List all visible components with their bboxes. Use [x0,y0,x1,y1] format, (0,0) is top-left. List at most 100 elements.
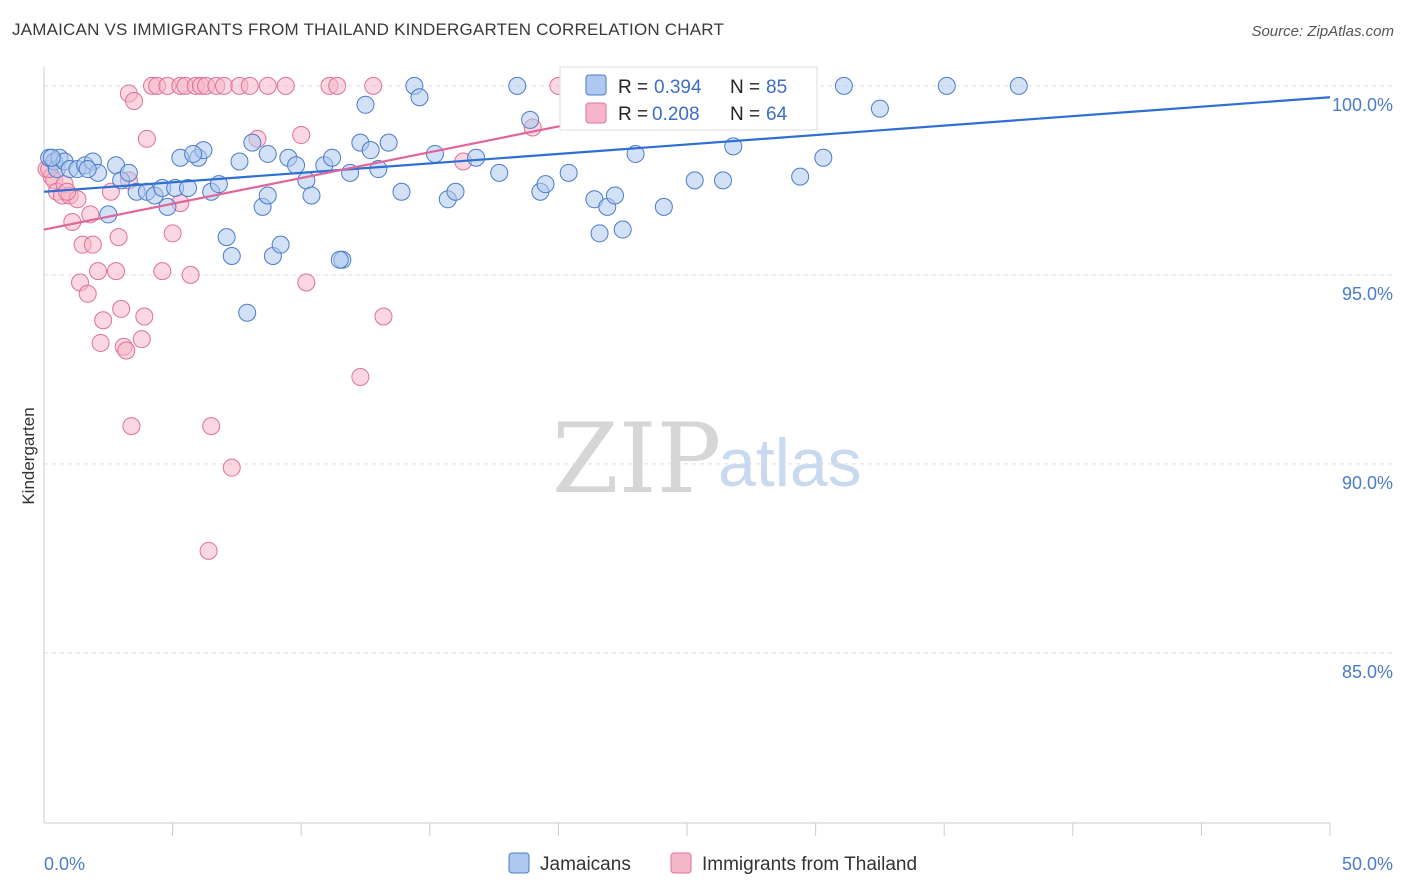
legend-n-value-blue: 85 [766,77,787,98]
data-point-jamaicans [446,182,465,201]
data-point-jamaicans [356,95,375,114]
data-point-jamaicans [834,76,853,95]
watermark-zip: ZIP [552,403,721,515]
data-point-jamaicans [392,182,411,201]
data-point-jamaicans [78,160,97,179]
legend-n-value-pink: 64 [766,104,788,125]
data-point-thailand [125,92,144,111]
data-point-thailand [135,307,154,326]
trend-lines [43,96,1331,231]
legend-n-label-pink: N = [730,104,760,125]
data-point-thailand [328,76,347,95]
data-point-jamaicans [1009,76,1028,95]
data-point-thailand [199,541,218,560]
data-point-thailand [276,76,295,95]
data-point-thailand [181,265,200,284]
trend-line-thailand [43,115,611,231]
data-point-jamaicans [410,88,429,107]
data-point-thailand [109,228,128,247]
data-point-jamaicans [217,228,236,247]
bottom-legend-swatch-jamaicans [508,852,530,874]
bottom-legend-swatch-thailand [670,852,692,874]
data-point-thailand [112,299,131,318]
data-point-thailand [222,458,241,477]
y-tick-label: 90.0% [1342,473,1393,493]
data-point-jamaicans [654,197,673,216]
data-point-jamaicans [467,148,486,167]
grid-lines [44,85,1393,654]
data-point-jamaicans [714,171,733,190]
chart-source: Source: ZipAtlas.com [1251,23,1394,40]
data-point-jamaicans [379,133,398,152]
y-tick-labels: 100.0% 95.0% 90.0% 85.0% [1332,95,1393,682]
data-point-thailand [258,76,277,95]
data-point-thailand [107,262,126,281]
data-point-jamaicans [302,186,321,205]
bottom-legend-label-jamaicans: Jamaicans [540,854,631,875]
data-point-thailand [215,76,234,95]
data-point-jamaicans [685,171,704,190]
data-point-thailand [202,417,221,436]
legend-r-value-blue: 0.394 [654,77,702,98]
legend-r-label-blue: R = [618,77,648,98]
data-point-thailand [91,333,110,352]
data-point-jamaicans [323,148,342,167]
data-point-jamaicans [271,235,290,254]
data-point-thailand [297,273,316,292]
x-tick-label-min: 0.0% [44,854,85,874]
y-tick-label: 100.0% [1332,95,1393,115]
data-point-jamaicans [626,144,645,163]
data-point-thailand [83,235,102,254]
data-point-thailand [153,262,172,281]
data-point-thailand [163,224,182,243]
data-point-jamaicans [243,133,262,152]
data-point-jamaicans [179,178,198,197]
data-point-thailand [351,367,370,386]
data-point-thailand [292,126,311,145]
data-point-jamaicans [369,160,388,179]
data-point-jamaicans [937,76,956,95]
data-point-jamaicans [814,148,833,167]
data-point-jamaicans [361,141,380,160]
data-point-jamaicans [613,220,632,239]
data-point-thailand [94,311,113,330]
legend-n-label-blue: N = [730,77,760,98]
data-point-thailand [117,341,136,360]
bottom-legend-label-thailand: Immigrants from Thailand [702,854,917,875]
series-legend: Jamaicans Immigrants from Thailand [508,852,917,875]
data-point-thailand [78,284,97,303]
data-point-jamaicans [297,171,316,190]
data-point-thailand [132,330,151,349]
data-point-thailand [89,262,108,281]
data-point-jamaicans [330,250,349,269]
data-point-thailand [374,307,393,326]
data-point-jamaicans [287,156,306,175]
data-point-jamaicans [791,167,810,186]
data-point-jamaicans [258,144,277,163]
data-point-jamaicans [508,76,527,95]
data-point-jamaicans [605,186,624,205]
y-tick-label: 95.0% [1342,284,1393,304]
data-point-thailand [122,417,141,436]
data-point-jamaicans [222,247,241,265]
data-point-jamaicans [258,186,277,205]
data-point-jamaicans [536,175,555,194]
chart-title: JAMAICAN VS IMMIGRANTS FROM THAILAND KIN… [12,20,725,39]
data-point-jamaicans [238,303,257,322]
y-axis-label: Kindergarten [19,407,38,504]
axes [43,67,1331,836]
watermark-atlas: atlas [718,425,862,501]
x-tick-label-max: 50.0% [1342,854,1393,874]
data-point-thailand [240,76,259,95]
series-thailand-points [37,76,568,560]
data-point-jamaicans [521,110,540,129]
data-point-jamaicans [230,152,249,171]
data-point-jamaicans [42,148,61,167]
series-jamaicans-points [40,76,1028,322]
data-point-thailand [364,76,383,95]
legend-swatch-pink [585,102,607,124]
legend-r-value-pink: 0.208 [652,104,700,125]
data-point-jamaicans [425,144,444,163]
data-point-jamaicans [184,144,203,163]
